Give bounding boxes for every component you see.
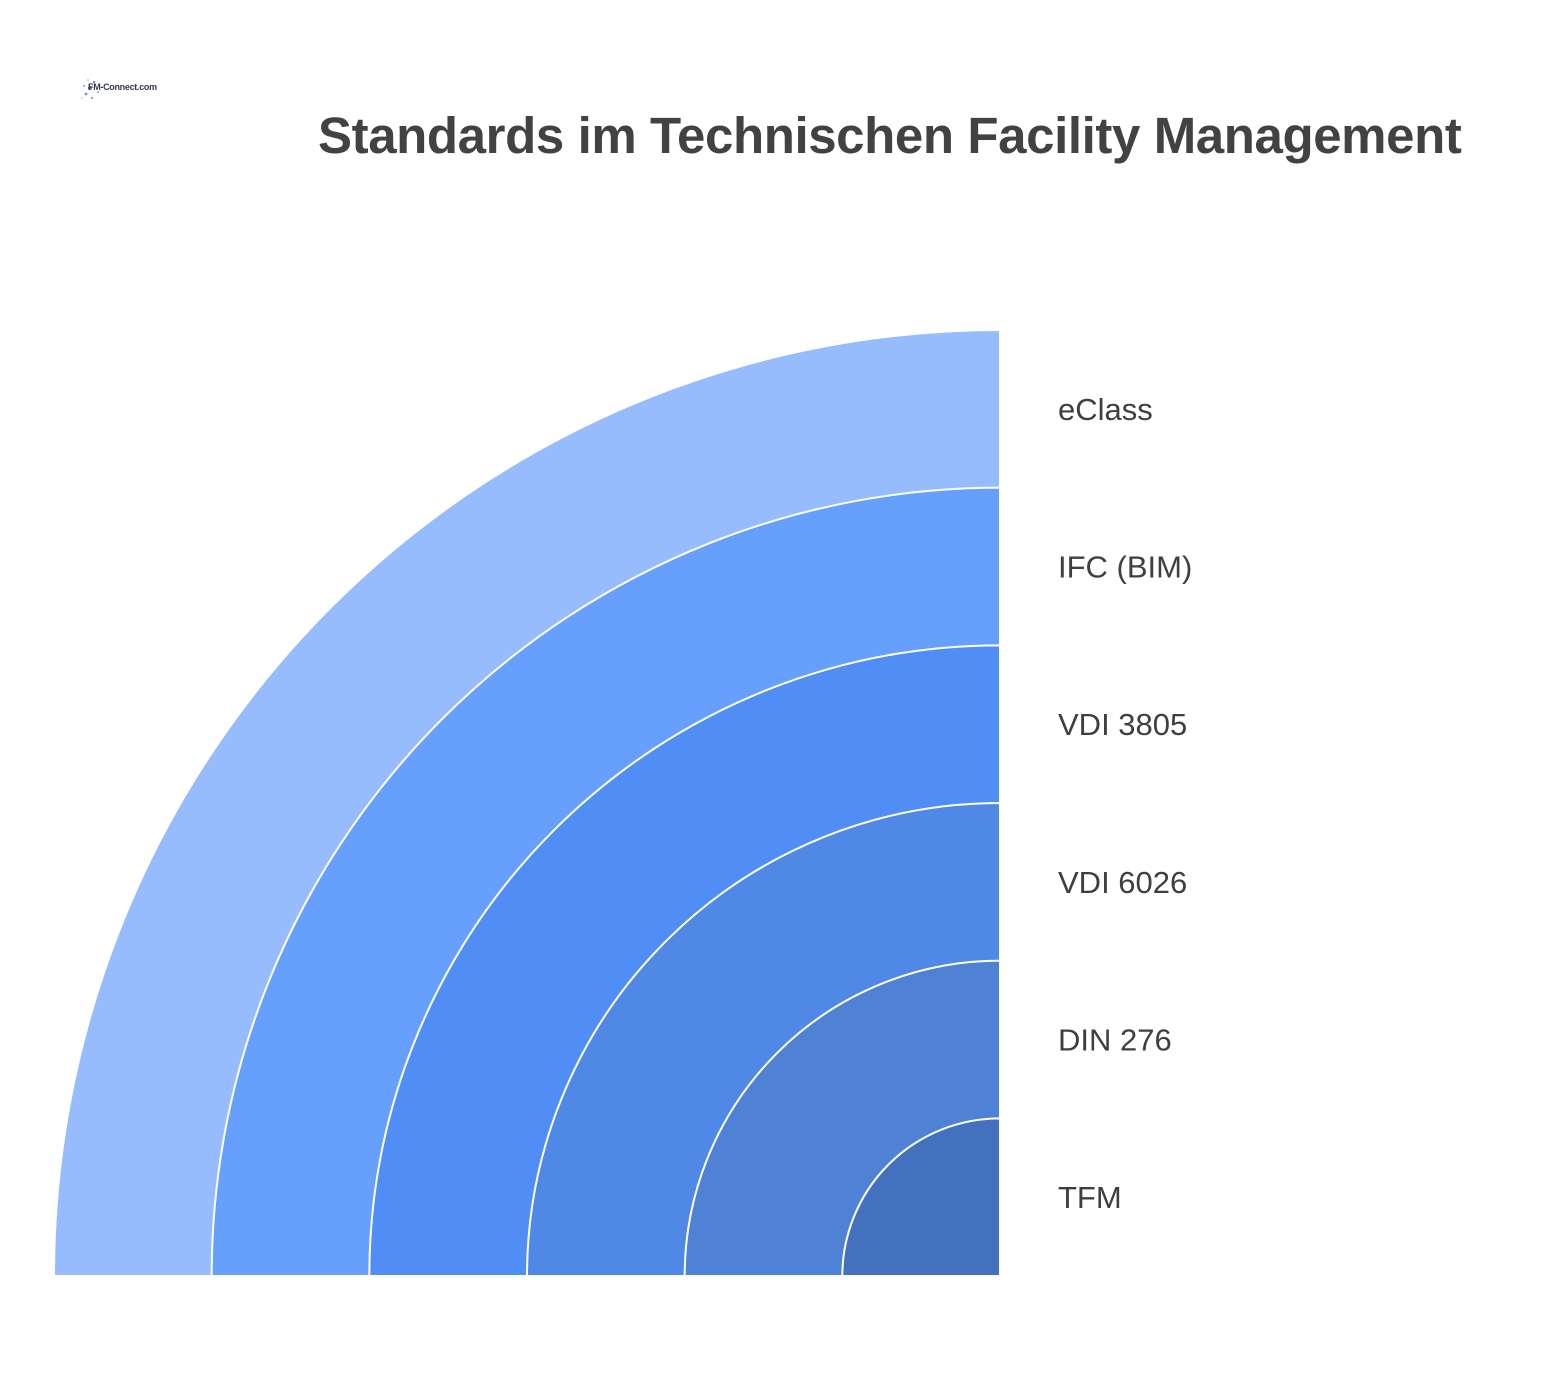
labels-group: eClass IFC (BIM) VDI 3805 VDI 6026 DIN 276 TF… bbox=[1058, 392, 1192, 1215]
layer-label: IFC (BIM) bbox=[1058, 550, 1192, 585]
arcs-group bbox=[52, 328, 1001, 1277]
layer-label: VDI 6026 bbox=[1058, 865, 1187, 900]
logo: FM-Connect.com bbox=[78, 74, 157, 108]
logo-text: FM-Connect.com bbox=[88, 82, 157, 92]
layer-arc-tfm bbox=[841, 1117, 1001, 1277]
page-title: Standards im Technischen Facility Manage… bbox=[318, 107, 1462, 164]
logo-splash-icon bbox=[81, 79, 99, 100]
layer-label: eClass bbox=[1058, 392, 1153, 427]
layer-label: DIN 276 bbox=[1058, 1023, 1172, 1058]
layer-label: VDI 3805 bbox=[1058, 707, 1187, 742]
layer-label: TFM bbox=[1058, 1180, 1122, 1215]
